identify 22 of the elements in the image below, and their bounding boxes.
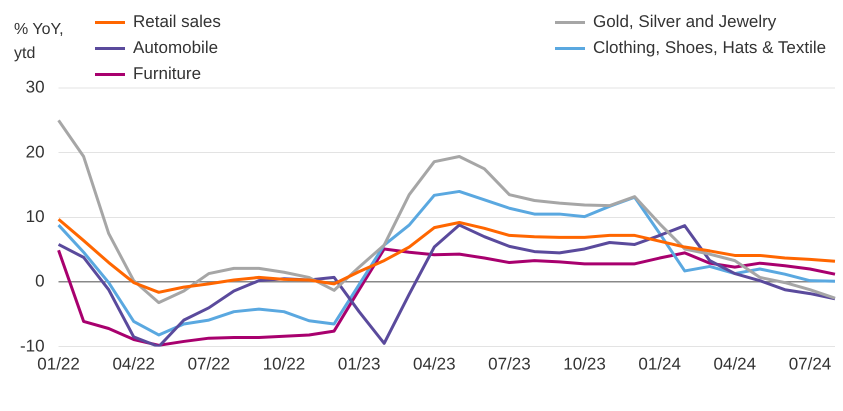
x-tick-label: 04/24 [714, 354, 756, 374]
legend-label: Retail sales [133, 12, 221, 32]
x-tick-label: 10/22 [262, 354, 306, 374]
x-tick-label: 01/24 [638, 354, 681, 374]
x-tick-label: 01/22 [37, 354, 80, 374]
x-tick-label: 01/23 [338, 354, 380, 374]
y-tick-label: 20 [26, 142, 45, 162]
x-tick-label: 04/23 [412, 354, 456, 374]
x-tick-label: 10/23 [563, 354, 606, 374]
y-tick-label: 10 [26, 206, 45, 226]
legend-label: Automobile [133, 38, 218, 58]
y-axis-title: % YoY, ytd [14, 20, 65, 64]
y-tick-label: 0 [35, 272, 45, 291]
y-tick-label: 30 [26, 78, 45, 97]
x-tick-label: 04/22 [112, 354, 155, 374]
x-tick-label: 07/23 [488, 354, 531, 374]
x-tick-label: 07/24 [788, 354, 832, 374]
x-tick-label: 07/22 [188, 354, 230, 374]
legend-label: Gold, Silver and Jewelry [593, 12, 776, 32]
legend-label: Clothing, Shoes, Hats & Textile [593, 38, 826, 58]
legend-label: Furniture [133, 64, 202, 84]
y-tick-label: -10 [20, 336, 45, 356]
